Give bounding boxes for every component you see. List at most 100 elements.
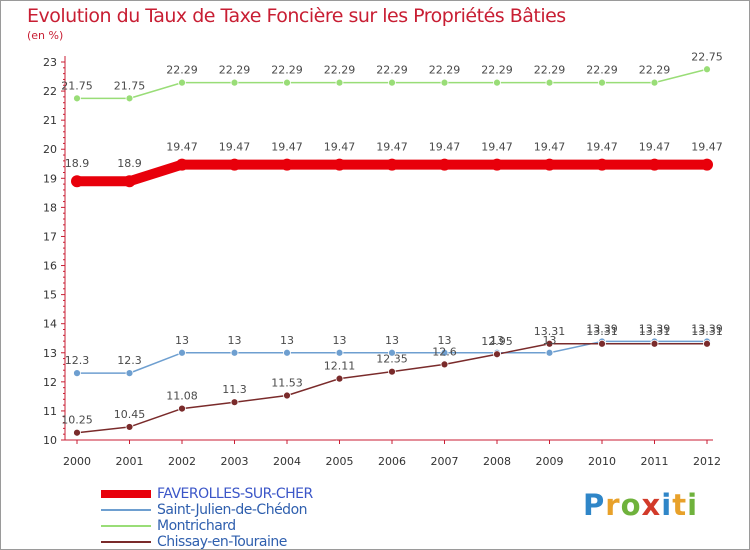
legend-item: Chissay-en-Touraine [101,534,313,550]
chart-title: Evolution du Taux de Taxe Foncière sur l… [27,5,566,27]
data-point [125,369,134,378]
data-label: 11.08 [166,390,198,403]
logo-letter: t [672,488,688,522]
data-point [598,339,606,348]
data-label: 19.47 [534,141,566,154]
data-point [650,339,659,348]
data-label: 19.47 [376,141,408,154]
data-label: 13 [280,334,294,347]
data-label: 13.31 [691,325,723,338]
data-label: 19.47 [639,141,671,154]
data-point [493,350,501,359]
legend-label: Chissay-en-Touraine [157,534,287,550]
x-tick-label: 2011 [641,455,669,468]
data-label: 13.31 [586,325,618,338]
data-point [73,428,81,437]
data-point [650,78,659,87]
data-label: 21.75 [114,79,146,92]
logo-letter: i [687,488,699,522]
data-label: 19.47 [219,141,251,154]
x-tick-label: 2000 [63,455,91,468]
data-point [545,339,554,348]
data-label: 13 [333,334,347,347]
data-label: 22.29 [586,64,618,77]
data-label: 13 [175,334,189,347]
x-tick-label: 2007 [431,455,459,468]
data-label: 12.95 [481,335,513,348]
y-tick-label: 12 [43,376,57,389]
data-label: 19.47 [586,141,618,154]
legend-item: Montrichard [101,518,313,534]
x-tick-label: 2008 [483,455,511,468]
y-tick-label: 18 [43,201,57,214]
legend-item: Saint-Julien-de-Chédon [101,502,313,518]
data-point [703,65,711,74]
data-point [125,94,134,103]
data-label: 19.47 [691,141,723,154]
data-point [71,175,83,188]
data-point [178,78,186,87]
x-tick-label: 2012 [693,455,721,468]
axes: 10 11 12 13 14 15 16 17 18 19 20 21 22 23 2000 2001 2002… [43,56,721,468]
y-tick-label: 15 [43,289,57,302]
legend-label: Saint-Julien-de-Chédon [157,502,308,518]
data-label: 22.29 [219,64,251,77]
legend-swatch [101,541,151,543]
y-tick-label: 19 [43,172,57,185]
data-label: 21.75 [61,79,93,92]
y-tick-label: 17 [43,230,57,243]
data-label: 19.47 [429,141,461,154]
y-tick-label: 23 [43,56,57,69]
data-labels: 18.9 18.9 19.47 19.47 19.47 19.47 19.47 19.47 19… [61,50,723,426]
data-label: 22.29 [324,64,356,77]
data-point [648,158,661,171]
legend-swatch [101,509,151,511]
legend-swatch [101,525,151,527]
x-tick-label: 2001 [116,455,144,468]
data-point [230,78,239,87]
data-point [178,404,186,413]
legend: FAVEROLLES-SUR-CHER Saint-Julien-de-Chédo… [101,486,313,550]
x-tick-label: 2006 [378,455,406,468]
y-tick-label: 21 [43,114,57,127]
data-label: 22.29 [534,64,566,77]
data-label: 13 [385,334,399,347]
data-label: 19.47 [166,141,198,154]
data-label: 12.6 [432,345,457,358]
x-tick-label: 2005 [326,455,354,468]
data-point [335,348,344,357]
data-point [386,158,398,171]
data-label: 12.3 [117,354,142,367]
legend-label: Montrichard [157,518,236,534]
data-point [283,78,291,87]
proxiti-logo: Proxiti [583,488,698,522]
logo-letter: r [605,488,621,522]
data-point [598,78,606,87]
data-label: 22.29 [271,64,303,77]
series-points [71,65,713,437]
y-tick-label: 13 [43,347,57,360]
data-label: 19.47 [324,141,356,154]
data-point [703,339,711,348]
logo-letter: i [661,488,673,522]
data-label: 22.75 [691,50,723,63]
data-label: 12.11 [324,360,356,373]
data-label: 13 [228,334,242,347]
legend-item: FAVEROLLES-SUR-CHER [101,486,313,502]
data-label: 19.47 [271,141,303,154]
legend-label: FAVEROLLES-SUR-CHER [157,486,313,502]
data-point [230,348,239,357]
data-label: 19.47 [481,141,513,154]
data-point [438,158,451,171]
data-point [440,360,449,369]
x-tick-label: 2004 [273,455,301,468]
data-label: 13.39 [691,322,723,335]
legend-swatch [101,490,151,498]
y-tick-label: 10 [43,434,57,447]
data-label: 10.45 [114,408,146,421]
data-label: 22.29 [481,64,513,77]
data-point [493,78,501,87]
y-tick-label: 20 [43,143,57,156]
data-point [440,348,449,357]
